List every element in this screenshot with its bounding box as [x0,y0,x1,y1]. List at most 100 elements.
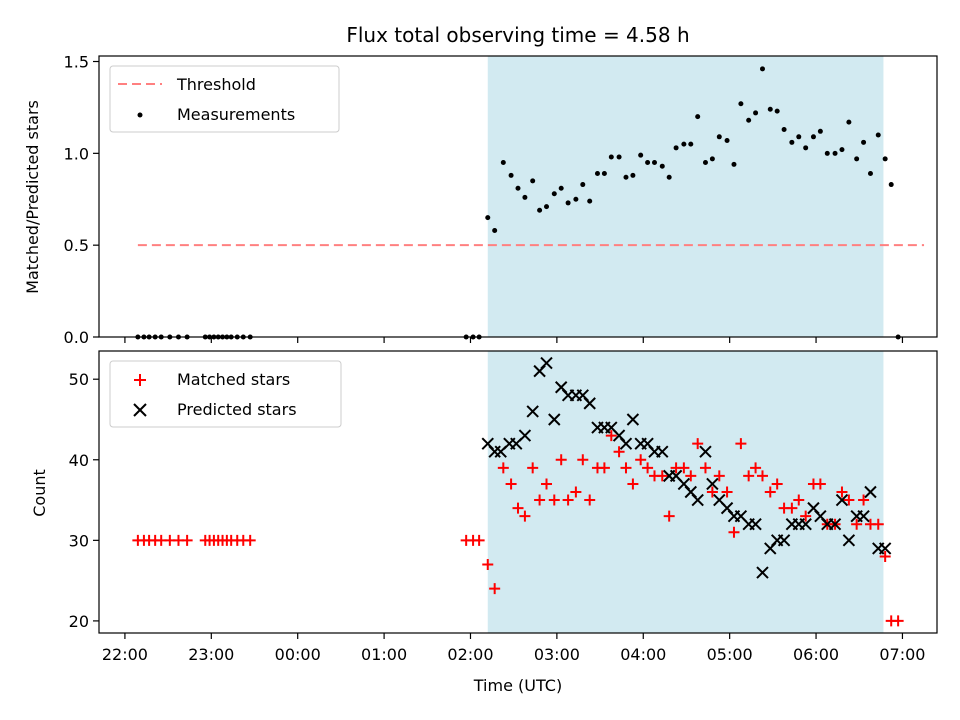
top-y-axis-label: Matched/Predicted stars [23,100,42,294]
observing-window-bottom [487,351,884,633]
predicted-star-point [756,566,769,579]
matched-star-point [555,454,567,466]
measurement-point [500,160,506,166]
measurement-point [875,132,881,138]
measurement-point [492,227,498,233]
measurement-point [724,137,730,143]
predicted-star-point [857,509,870,523]
matched-star-point [642,462,654,474]
bottom-panel: 20 30 40 50 22:00 23:00 00:00 01:00 02:00 03:00 0… [30,350,938,695]
bottom-y-tick-label: 30 [69,531,89,550]
matched-star-point [620,462,632,474]
measurement-point [767,106,773,112]
top-y-tick-label: 1.5 [64,53,89,72]
predicted-star-point [799,518,812,531]
matched-star-points [132,430,904,627]
legend-matched-swatch [134,374,146,386]
matched-star-point [570,486,582,498]
x-tick-label: 01:00 [361,645,407,664]
matched-star-point [692,438,704,450]
x-axis-label: Time (UTC) [473,676,562,695]
matched-star-point [735,438,747,450]
matched-star-point [512,502,524,514]
matched-star-point [699,462,711,474]
measurement-point [846,119,852,125]
bottom-y-tick-label: 50 [69,370,89,389]
matched-star-point [800,510,812,522]
matched-star-point [519,510,531,522]
measurement-point [544,204,550,210]
measurement-point [781,126,787,132]
chart-title: Flux total observing time = 4.58 h [346,23,689,47]
measurement-point [753,110,759,116]
x-tick-label: 07:00 [879,645,925,664]
measurement-point [666,174,672,180]
matched-star-point [541,478,553,490]
predicted-star-point [526,405,539,418]
measurement-point [580,182,586,188]
measurement-point [485,215,491,221]
measurement-point [888,182,894,188]
measurement-point [882,156,888,162]
x-tick-label: 04:00 [620,645,666,664]
measurement-point [551,191,557,197]
matched-star-point [892,615,904,627]
predicted-star-point [842,534,856,547]
measurement-point [558,185,564,191]
predicted-star-point [835,493,849,507]
x-tick-label: 02:00 [447,645,493,664]
matched-star-point [548,494,560,506]
legend-threshold-label: Threshold [176,75,256,94]
matched-star-point [685,470,697,482]
predicted-star-point [656,445,669,458]
matched-star-point [764,486,776,498]
x-tick-label: 06:00 [793,645,839,664]
predicted-star-point [828,518,842,531]
measurement-point [537,207,543,213]
predicted-star-point [706,477,719,491]
measurement-point [854,156,860,162]
matched-star-point [482,559,494,571]
measurement-point [508,172,514,178]
matched-star-point [771,478,783,490]
measurement-point [616,154,622,160]
measurement-point [681,141,687,147]
measurement-point [867,171,873,177]
legend-measurements-swatch [137,112,143,118]
matched-star-point [605,430,617,442]
x-tick-label: 23:00 [188,645,234,664]
bottom-x-axis: 22:00 23:00 00:00 01:00 02:00 03:00 04:00 05:00… [102,633,925,664]
measurement-point [601,171,607,177]
bottom-y-tick-label: 40 [69,451,89,470]
predicted-star-point [518,429,532,442]
measurement-point [515,185,521,191]
measurement-point [630,172,636,178]
measurement-point [803,145,809,151]
measurement-point [716,134,722,140]
bottom-y-axis-label: Count [30,469,49,517]
measurement-point [645,160,651,166]
measurement-point [638,152,644,158]
measurement-point [565,200,571,206]
matched-star-point [505,478,517,490]
matched-star-point [721,486,733,498]
measurement-point [573,196,579,202]
matched-star-point [562,494,574,506]
matched-star-point [598,462,610,474]
predicted-star-point [626,413,640,426]
measurement-point [651,160,657,166]
matched-star-point [750,462,762,474]
measurement-point [530,178,536,184]
measurement-point [738,101,744,107]
top-y-tick-label: 0.0 [64,328,89,347]
matched-star-point [756,470,768,482]
measurement-point [702,160,708,166]
matched-star-point [743,470,755,482]
measurement-point [522,194,528,200]
bottom-y-axis: 20 30 40 50 [69,370,99,631]
predicted-star-point [691,493,704,507]
matched-star-point [497,462,509,474]
measurement-point [623,174,629,180]
matched-star-point [843,494,855,506]
